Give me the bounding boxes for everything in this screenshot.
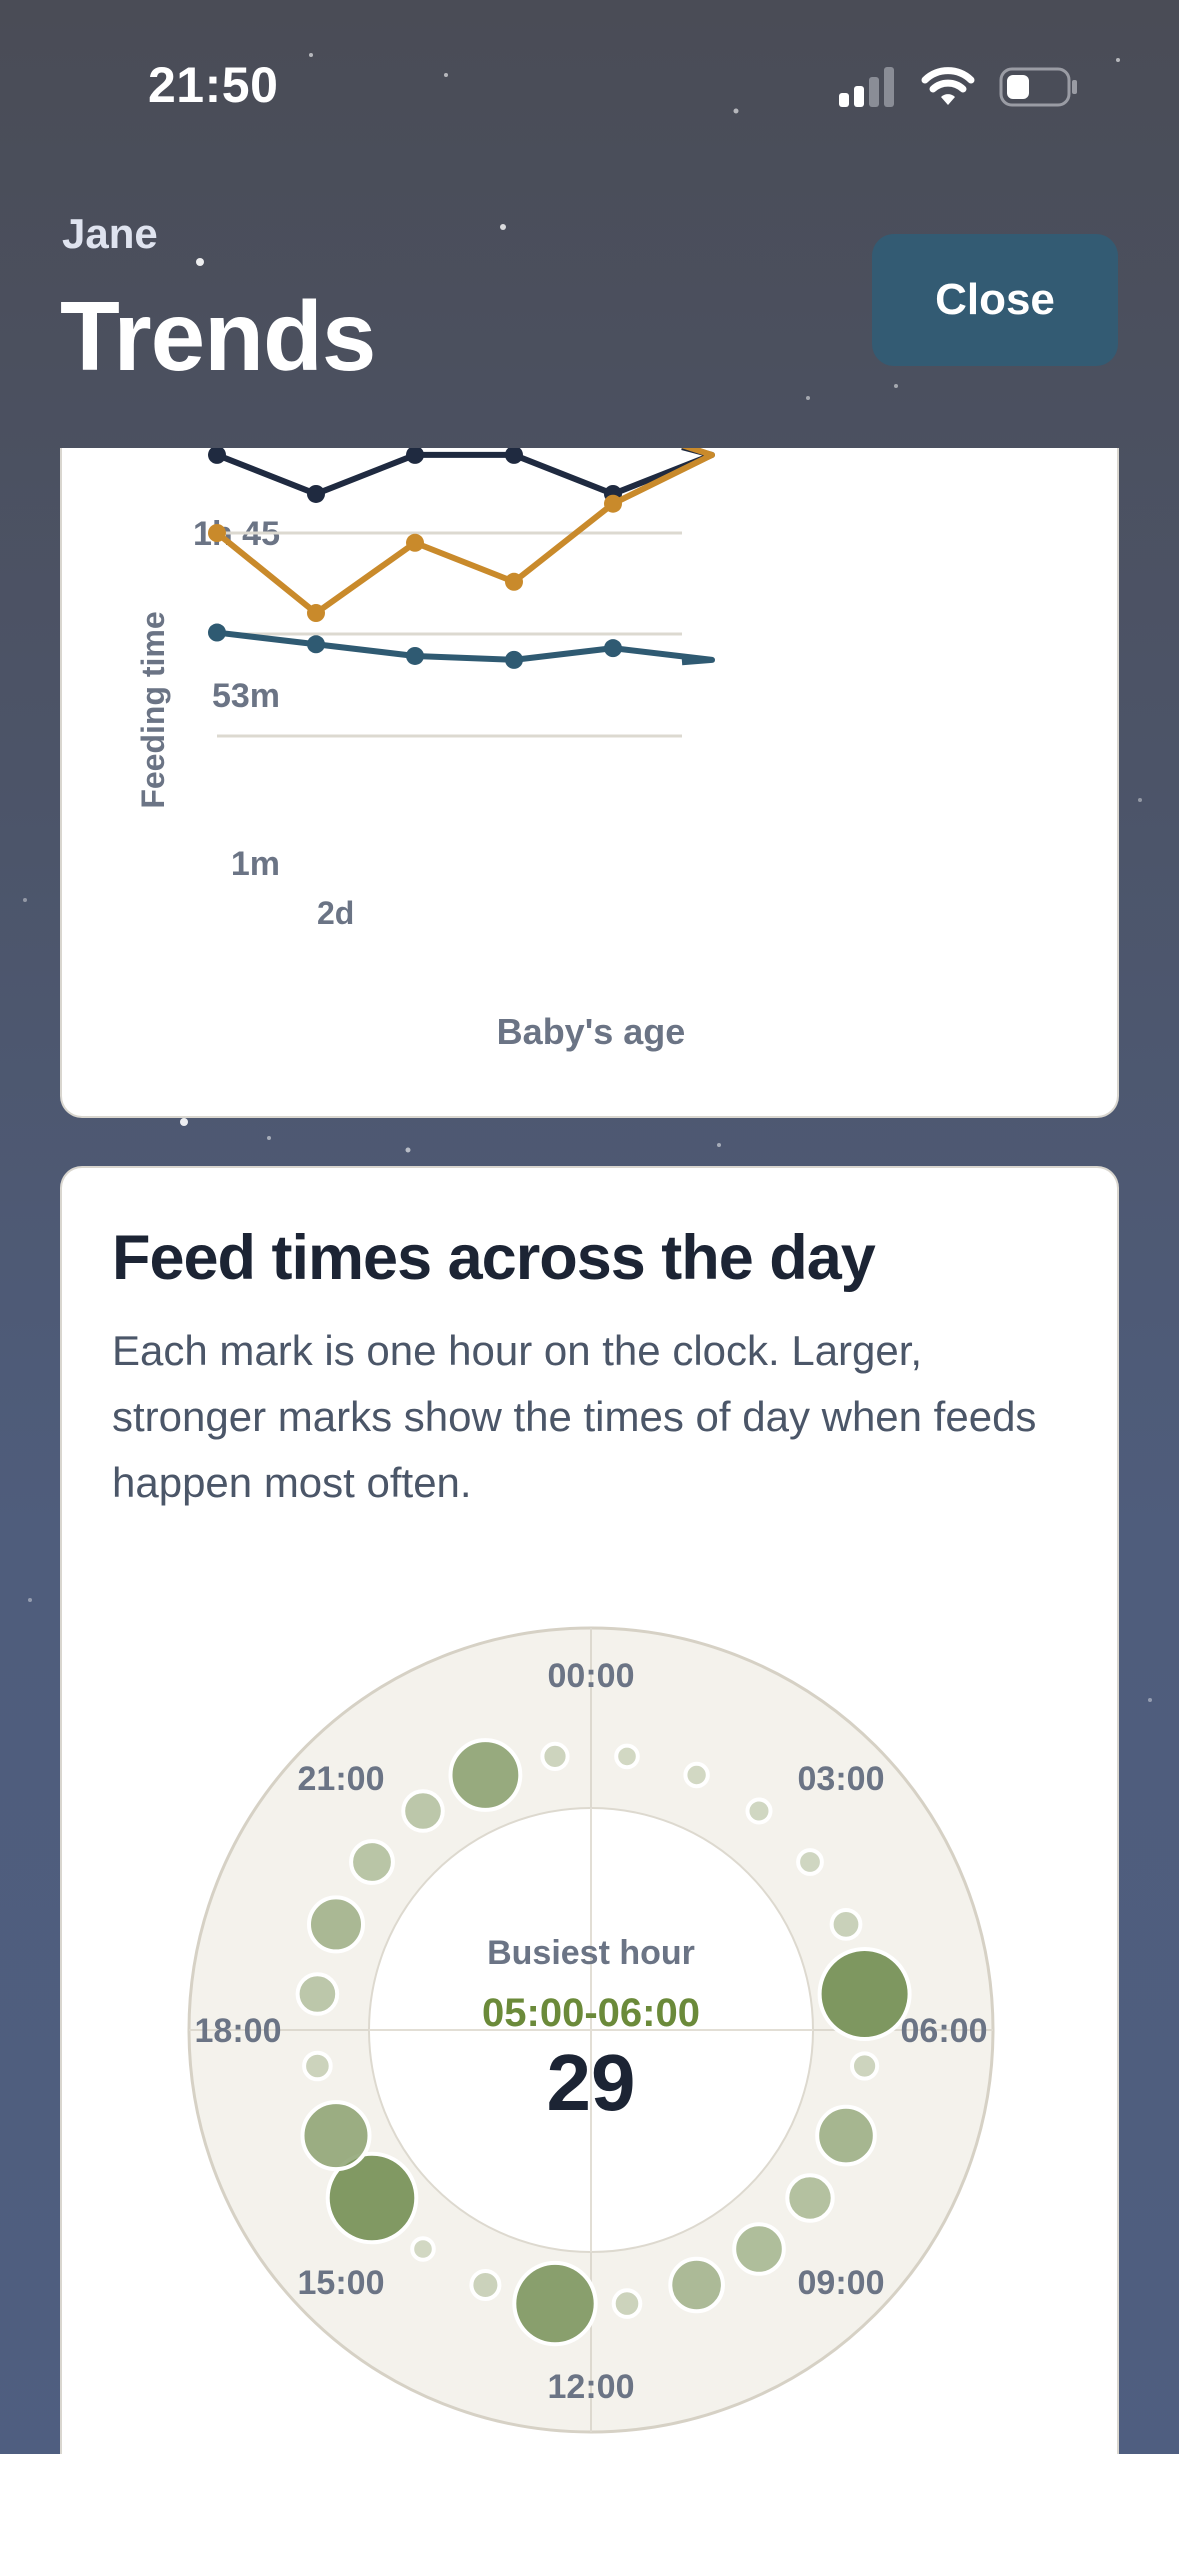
hour-mark: [295, 1972, 340, 2016]
busiest-hour-title: Busiest hour: [487, 1934, 695, 1972]
status-time: 21:50: [148, 57, 279, 113]
data-point: [604, 639, 622, 658]
data-point: [307, 635, 325, 654]
card-title: Feed times across the day: [112, 1223, 876, 1293]
hour-mark: [325, 2151, 419, 2245]
data-point: [307, 604, 325, 623]
hour-mark: [401, 1789, 445, 1833]
hour-mark: [829, 1908, 863, 1941]
data-point: [406, 646, 424, 665]
hour-mark: [745, 1797, 773, 1825]
series-line: [215, 448, 715, 617]
hour-mark: [611, 2288, 643, 2319]
data-point: [505, 650, 523, 669]
data-point: [208, 448, 226, 464]
hour-mark: [300, 2100, 372, 2172]
y-tick-label: 1m: [231, 845, 280, 883]
hour-mark: [614, 1743, 640, 1770]
hour-label: 09:00: [798, 2264, 885, 2302]
card-description: Each mark is one hour on the clock. Larg…: [112, 1327, 1037, 1506]
data-point: [505, 448, 523, 464]
series-line: [215, 448, 715, 497]
feeding-time-card: Feeding time 1h 45 53m 1m 2d Baby's age: [60, 448, 1119, 1118]
data-point: [604, 494, 622, 513]
data-point: [307, 484, 325, 503]
data-point: [406, 533, 424, 552]
status-icons: [839, 62, 1079, 112]
data-point: [208, 623, 226, 642]
hour-mark: [307, 1895, 365, 1954]
battery-icon: [999, 67, 1077, 107]
busiest-hour-range: 05:00-06:00: [482, 1991, 700, 2035]
bottom-safe-area: [0, 2454, 1179, 2556]
page-title: Trends: [60, 281, 376, 391]
x-axis-label: Baby's age: [497, 1011, 686, 1052]
hour-mark: [785, 2173, 835, 2223]
hour-mark: [469, 2269, 502, 2301]
hour-mark: [850, 2051, 880, 2081]
data-point: [208, 524, 226, 542]
hour-label: 06:00: [901, 2012, 988, 2050]
close-button[interactable]: Close: [872, 234, 1118, 366]
series-line: [216, 629, 715, 666]
status-bar: 21:50: [0, 0, 1179, 170]
y-axis-label: Feeding time: [135, 611, 171, 808]
hour-label: 00:00: [548, 1657, 635, 1695]
wifi-icon: [921, 67, 975, 105]
hour-mark: [302, 2050, 333, 2082]
feeding-time-line-chart: Feeding time 1h 45 53m 1m 2d Baby's age: [135, 448, 715, 1052]
feed-times-card: Feed times across the day Each mark is o…: [60, 1166, 1119, 2466]
hour-mark: [683, 1761, 710, 1789]
hour-label: 12:00: [548, 2368, 635, 2406]
hour-mark: [512, 2260, 598, 2347]
hour-mark: [540, 1741, 570, 1772]
hour-label: 21:00: [298, 1760, 385, 1798]
hour-label: 03:00: [798, 1760, 885, 1798]
cellular-signal-icon: [839, 67, 894, 107]
hour-mark: [732, 2222, 786, 2276]
data-point: [505, 572, 523, 591]
feed-times-radial-chart: 00:00 03:00 06:00 09:00 12:00 15:00 18:0…: [187, 1626, 995, 2434]
hour-mark: [817, 1947, 912, 2041]
x-tick-label: 2d: [317, 895, 354, 931]
hour-mark: [410, 2236, 436, 2262]
hour-mark: [448, 1738, 523, 1812]
hour-mark: [668, 2256, 725, 2314]
y-tick-label: 53m: [212, 677, 280, 715]
hour-label: 15:00: [298, 2264, 385, 2302]
hour-mark: [815, 2104, 877, 2167]
hour-mark: [796, 1848, 824, 1876]
hour-label: 18:00: [195, 2012, 282, 2050]
header-subtitle: Jane: [62, 210, 158, 257]
busiest-hour-count: 29: [547, 2038, 636, 2127]
hour-mark: [349, 1839, 395, 1885]
data-point: [406, 448, 424, 464]
